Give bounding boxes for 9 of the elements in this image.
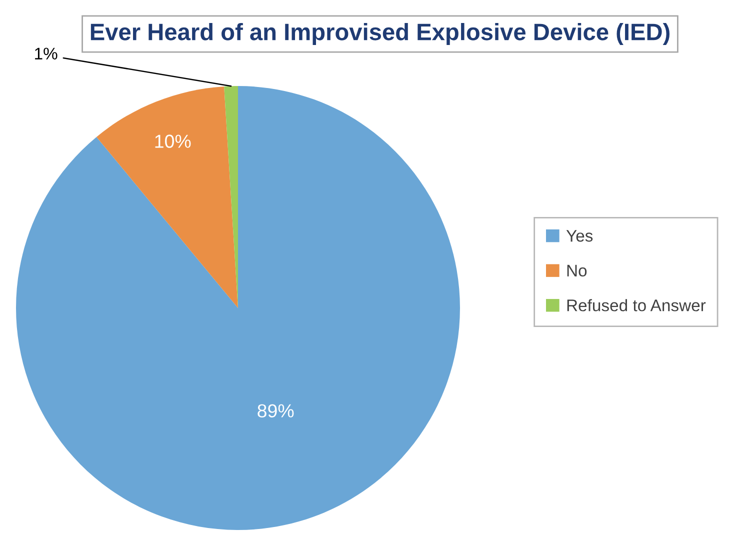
legend-label: Yes xyxy=(566,230,593,242)
legend-label: No xyxy=(567,264,587,277)
data-label: 89% xyxy=(258,404,294,418)
chart-title: Ever Heard of an Improvised Explosive Device (IED) xyxy=(90,22,670,46)
pie-slice xyxy=(96,86,238,308)
data-label: 10% xyxy=(155,134,191,148)
data-label: 1% xyxy=(35,48,58,60)
legend-label: Refused to Answer xyxy=(567,299,706,312)
pie-slice xyxy=(16,86,460,530)
